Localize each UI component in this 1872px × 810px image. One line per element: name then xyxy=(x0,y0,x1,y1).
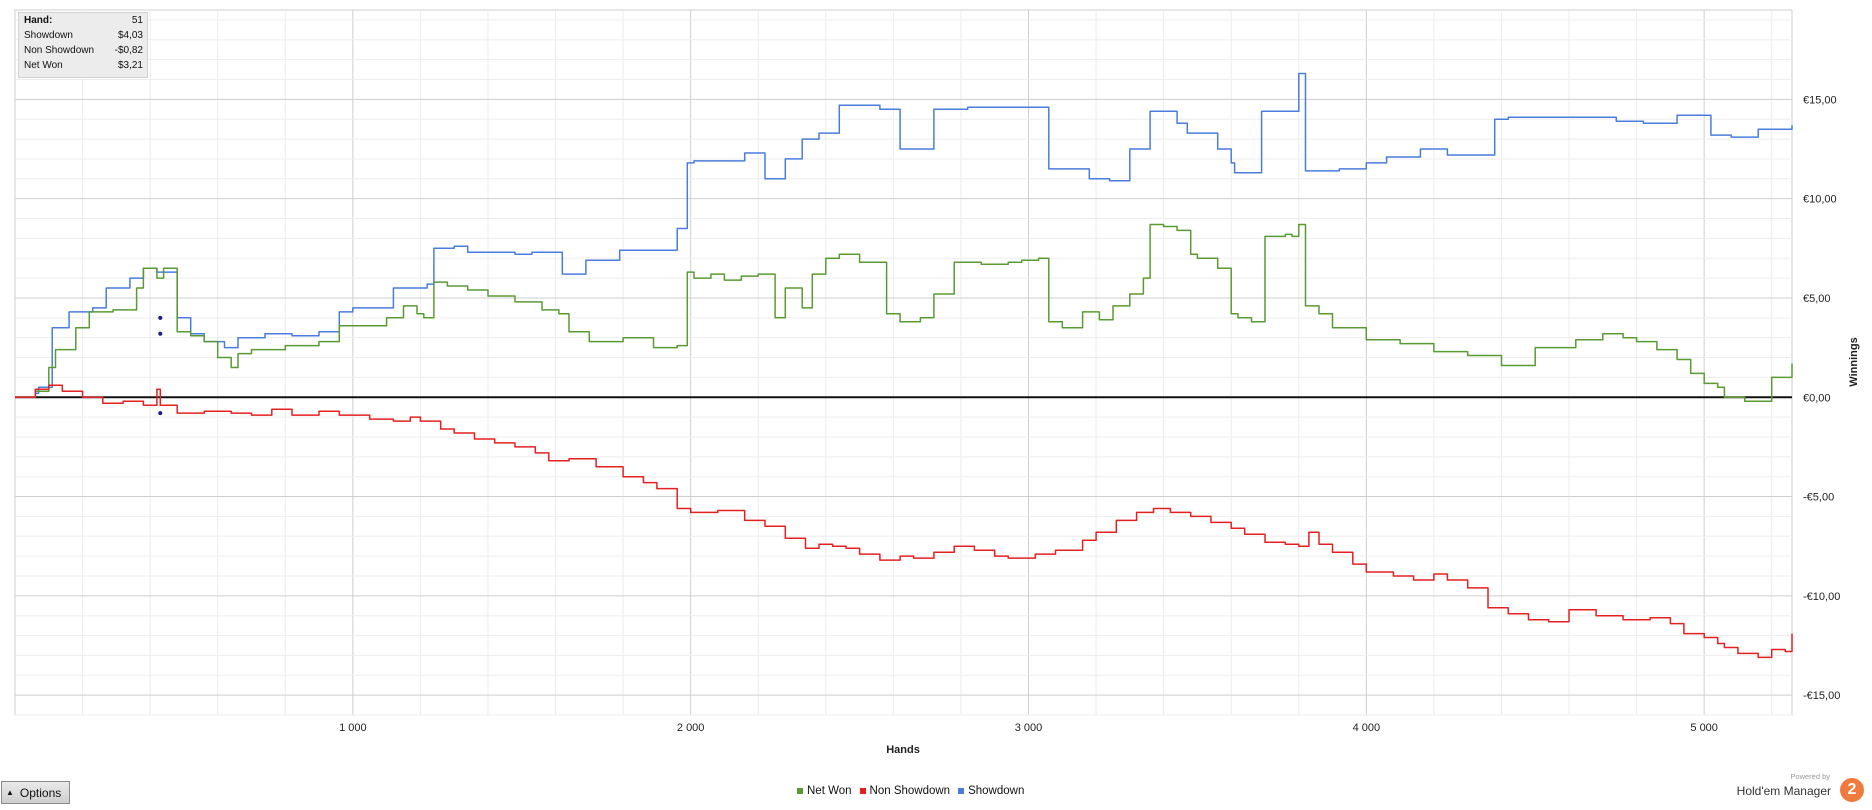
hand-info-box: Hand: 51 Showdown $4,03 Non Showdown -$0… xyxy=(18,12,148,78)
showdown-value: $4,03 xyxy=(117,30,143,41)
hm2-logo-icon: 2 xyxy=(1840,778,1864,802)
x-axis-title: Hands xyxy=(886,744,920,756)
legend-item-net-won[interactable]: Net Won xyxy=(797,785,852,797)
y-tick-label: €5,00 xyxy=(1803,293,1831,305)
non-showdown-label: Non Showdown xyxy=(24,45,95,56)
info-row-non-showdown: Non Showdown -$0,82 xyxy=(19,43,147,58)
x-tick-label: 1 000 xyxy=(339,722,367,734)
info-row-showdown: Showdown $4,03 xyxy=(19,28,147,43)
y-axis-title: Winnings xyxy=(1848,337,1860,386)
options-label: Options xyxy=(19,785,62,800)
showdown-label: Showdown xyxy=(24,30,73,41)
y-tick-labels: €15,00 €10,00 €5,00 €0,00 -€5,00 -€10,00 -€15,… xyxy=(1803,94,1840,702)
x-tick-label: 5 000 xyxy=(1690,722,1718,734)
y-tick-label: -€5,00 xyxy=(1803,492,1834,504)
hand-value: 51 xyxy=(131,15,143,26)
net-won-label: Net Won xyxy=(24,60,63,71)
marker-point xyxy=(158,331,163,336)
marker-point xyxy=(158,411,163,416)
info-row-net-won: Net Won $3,21 xyxy=(19,58,147,73)
brand-name: Hold'em Manager xyxy=(1736,784,1831,798)
chart-legend: Net Won Non Showdown Showdown xyxy=(797,783,1024,799)
series-line-net-won xyxy=(15,223,1793,402)
y-tick-label: €15,00 xyxy=(1803,94,1837,106)
legend-item-showdown[interactable]: Showdown xyxy=(958,785,1024,797)
y-tick-label: -€15,00 xyxy=(1803,690,1840,702)
series-line-non-showdown xyxy=(15,384,1793,659)
info-row-hand: Hand: 51 xyxy=(19,13,147,28)
legend-label-non-showdown: Non Showdown xyxy=(869,785,951,797)
options-button[interactable]: ▲ Options xyxy=(1,781,70,804)
x-tick-label: 3 000 xyxy=(1015,722,1043,734)
markers xyxy=(158,315,163,416)
holdem-manager-branding: Powered by Hold'em Manager 2 xyxy=(1724,772,1864,804)
x-tick-label: 4 000 xyxy=(1353,722,1381,734)
plot-area xyxy=(14,9,1793,716)
hand-label: Hand: xyxy=(24,15,53,26)
triangle-up-icon: ▲ xyxy=(6,788,14,797)
y-tick-label: -€10,00 xyxy=(1803,591,1840,603)
legend-item-non-showdown[interactable]: Non Showdown xyxy=(859,785,951,797)
y-tick-label: €10,00 xyxy=(1803,194,1837,206)
x-tick-labels: 1 000 2 000 3 000 4 000 5 000 xyxy=(339,722,1718,734)
non-showdown-value: -$0,82 xyxy=(114,45,143,56)
legend-label-net-won: Net Won xyxy=(807,785,852,797)
grid xyxy=(15,10,1792,716)
x-tick-label: 2 000 xyxy=(677,722,705,734)
legend-label-showdown: Showdown xyxy=(968,785,1025,797)
series-lines xyxy=(15,72,1793,659)
legend-swatch-net-won xyxy=(797,788,803,794)
legend-swatch-non-showdown xyxy=(859,788,866,794)
marker-point xyxy=(158,315,163,320)
y-tick-label: €0,00 xyxy=(1803,392,1831,404)
powered-by-text: Powered by xyxy=(1790,772,1830,781)
legend-swatch-showdown xyxy=(958,788,965,794)
net-won-value: $3,21 xyxy=(117,60,143,71)
